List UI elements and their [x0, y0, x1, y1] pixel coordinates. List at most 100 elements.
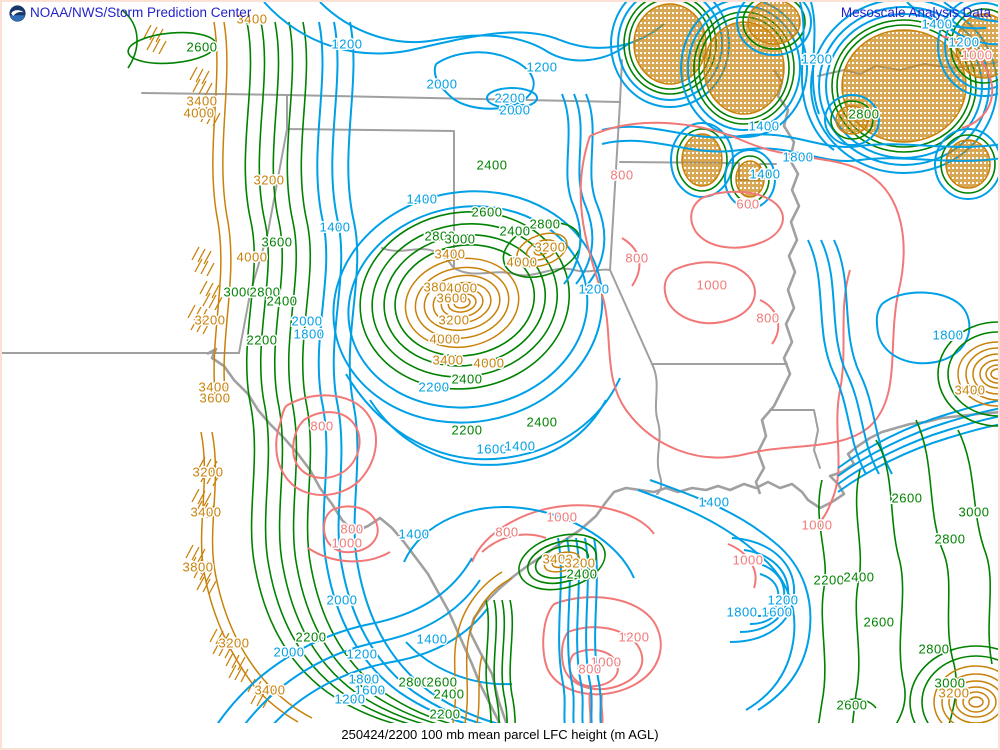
contour-label: 3600 [262, 235, 293, 250]
contour-label: 2200 [430, 707, 461, 722]
contour-label: 1200 [802, 52, 833, 67]
contour-label: 1400 [320, 220, 351, 235]
contour-label: 3000 [959, 505, 990, 520]
coastal-max-bullseye [451, 533, 606, 748]
contour-label: 3000 [935, 676, 966, 691]
contour-label: 2400 [567, 567, 598, 582]
contour-label: 1600 [477, 442, 508, 457]
bullseye-south-arcs [345, 93, 621, 466]
contour-label: 1200 [347, 647, 378, 662]
noaa-logo-icon [9, 5, 26, 22]
southeast-green-field [817, 321, 998, 748]
contour-label: 4000 [184, 106, 215, 121]
contour-label: 800 [310, 419, 333, 434]
contour-label: 1400 [407, 192, 438, 207]
northeast-hatched-maxima [601, 2, 998, 209]
header-bar: NOAA/NWS/Storm Prediction Center Mesosca… [2, 2, 998, 24]
contour-label: 1200 [619, 630, 650, 645]
contour-label: 1200 [527, 60, 558, 75]
contour-label: 3400 [191, 505, 222, 520]
contour-label: 3400 [433, 353, 464, 368]
contour-label: 2000 [500, 103, 531, 118]
contour-label: 2400 [452, 372, 483, 387]
contour-label: 1000 [962, 48, 993, 63]
contour-label: 2400 [844, 570, 875, 585]
contour-label: 4000 [507, 255, 538, 270]
contour-label: 1000 [733, 553, 764, 568]
map-caption: 250424/2200 100 mb mean parcel LFC heigh… [2, 723, 998, 748]
west-contour-bundle [121, 9, 507, 727]
contour-label: 1800 [933, 328, 964, 343]
contour-label: 2200 [247, 333, 278, 348]
right-edge-max [937, 321, 998, 427]
contour-label: 1800 [294, 327, 325, 342]
contour-label: 4000 [474, 356, 505, 371]
contour-label: 1200 [579, 282, 610, 297]
contour-label: 2400 [500, 224, 531, 239]
contour-label: 1400 [399, 527, 430, 542]
contour-label: 2000 [327, 593, 358, 608]
contour-label: 2400 [527, 415, 558, 430]
contour-label: 2400 [267, 294, 298, 309]
contour-label: 600 [736, 197, 759, 212]
contour-label: 1000 [697, 278, 728, 293]
contour-label: 1600 [762, 605, 793, 620]
contour-label: 1400 [505, 439, 536, 454]
contour-label: 2400 [477, 158, 508, 173]
red-low-contours [275, 35, 994, 727]
contour-label: 2200 [814, 573, 845, 588]
contour-label: 2600 [427, 675, 458, 690]
contour-label: 2800 [425, 229, 456, 244]
contour-label: 3200 [439, 313, 470, 328]
contour-label: 3200 [195, 313, 226, 328]
contour-label: 800 [495, 525, 518, 540]
contour-label: 1400 [922, 17, 953, 32]
contour-label: 3000 [445, 232, 476, 247]
contour-label: 2800 [919, 642, 950, 657]
contour-label: 2800 [849, 107, 880, 122]
contour-label: 2600 [892, 491, 923, 506]
contour-label: 1200 [768, 593, 799, 608]
contour-label: 2600 [837, 698, 868, 713]
contour-label: 3400 [435, 247, 466, 262]
contour-label: 4000 [237, 250, 268, 265]
contour-label: 3200 [939, 686, 970, 701]
contour-label: 2000 [427, 77, 458, 92]
contour-label: 1400 [417, 632, 448, 647]
contour-label: 2600 [187, 40, 218, 55]
contour-label: 2800 [530, 217, 561, 232]
southeast-corner-max [909, 645, 998, 748]
contour-label: 3000 [224, 285, 255, 300]
contour-label: 800 [578, 662, 601, 677]
contour-label: 2200 [495, 91, 526, 106]
contour-label: 1800 [727, 605, 758, 620]
contour-label: 3400 [543, 552, 574, 567]
contour-label: 3200 [535, 240, 566, 255]
contour-label: 2800 [399, 675, 430, 690]
contour-label: 3600 [437, 291, 468, 306]
contour-label: 3200 [565, 556, 596, 571]
contour-label: 3200 [219, 636, 250, 651]
contour-label: 1000 [332, 536, 363, 551]
contour-label: 1000 [591, 655, 622, 670]
contour-label: 1800 [783, 150, 814, 165]
contour-label: 3600 [200, 391, 231, 406]
contour-label: 3800 [424, 280, 455, 295]
contour-label: 1200 [335, 692, 366, 707]
contour-label: 1800 [349, 672, 380, 687]
page-title: NOAA/NWS/Storm Prediction Center [30, 5, 252, 20]
contour-label: 3200 [193, 465, 224, 480]
contour-label: 800 [625, 251, 648, 266]
contour-label: 2600 [864, 615, 895, 630]
contour-label: 2800 [250, 285, 281, 300]
contour-label: 2000 [274, 645, 305, 660]
contour-label: 1200 [949, 35, 980, 50]
contour-label: 1200 [332, 37, 363, 52]
north-cyan-trough [263, 2, 665, 115]
central-max-bullseye [332, 190, 604, 424]
contour-label: 800 [756, 311, 779, 326]
contour-label: 1400 [699, 495, 730, 510]
contour-value-labels: 1200120020002200200012001400120014001400… [181, 10, 993, 723]
contour-label: 3400 [237, 12, 268, 27]
